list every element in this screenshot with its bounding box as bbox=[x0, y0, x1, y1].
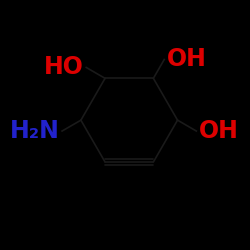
Text: OH: OH bbox=[167, 48, 206, 72]
Text: OH: OH bbox=[199, 119, 239, 143]
Text: HO: HO bbox=[44, 56, 84, 80]
Text: H₂N: H₂N bbox=[10, 119, 60, 143]
